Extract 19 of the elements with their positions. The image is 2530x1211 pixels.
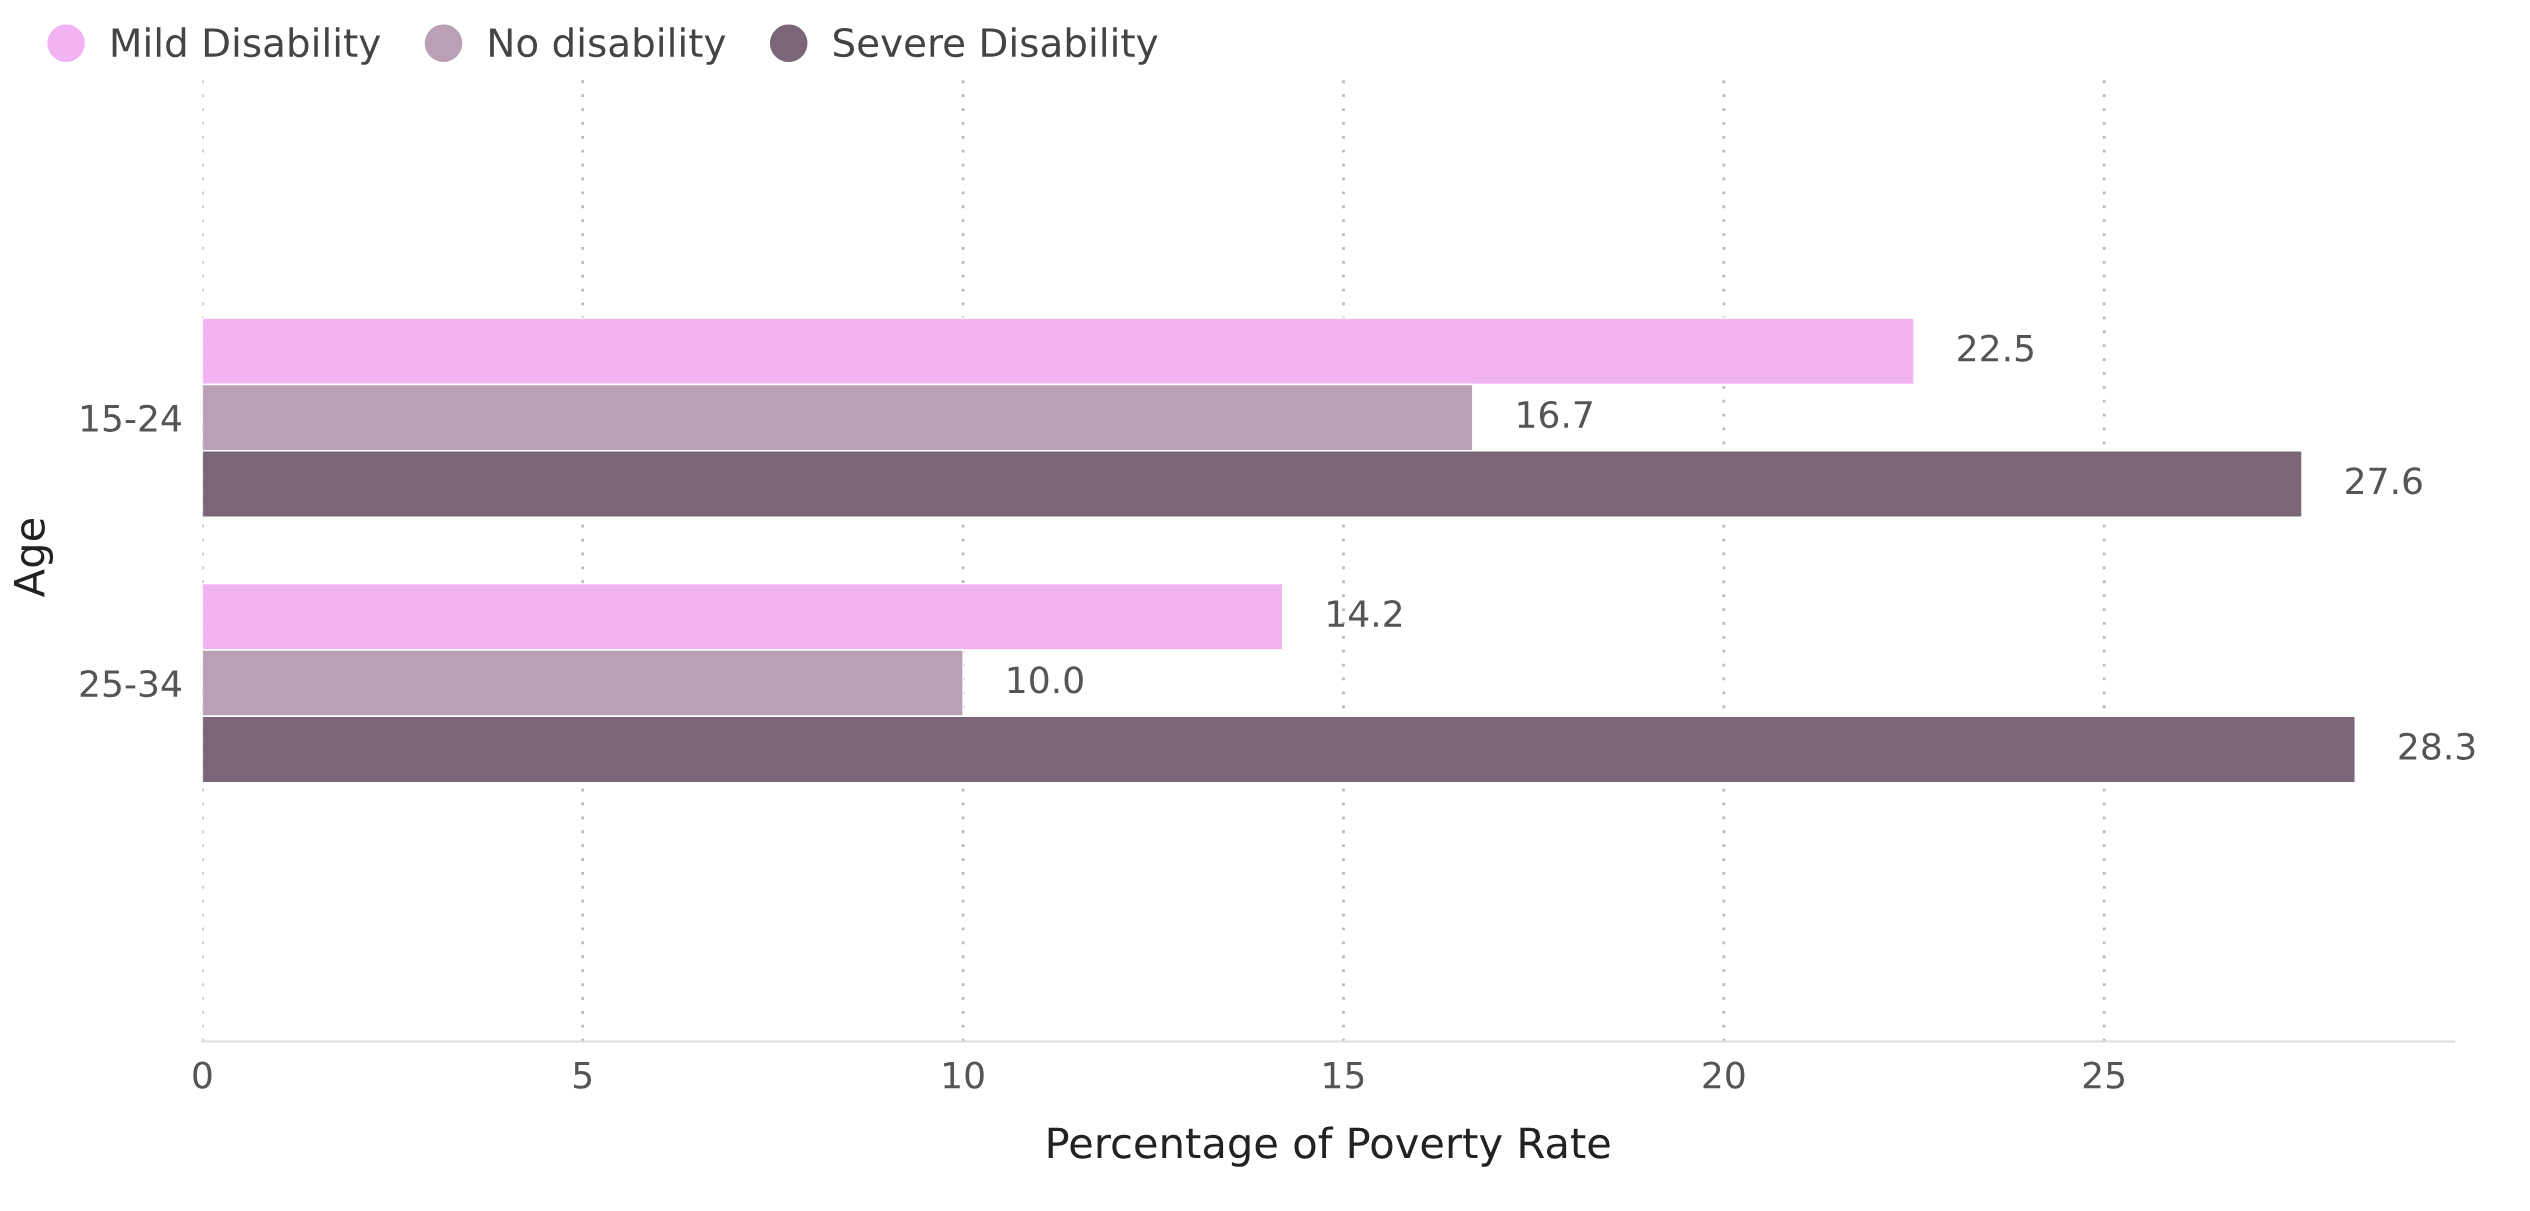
y-tick-label: 25-34 [80, 670, 181, 698]
x-tick-label: 15 [1324, 1062, 1364, 1089]
x-tick-label: 0 [193, 1061, 212, 1089]
data-label: 14.2 [1328, 599, 1402, 627]
x-tick-label: 10 [944, 1061, 984, 1089]
data-label: 28.3 [2399, 732, 2475, 760]
legend-label: Mild Disability [112, 27, 381, 65]
data-label: 22.5 [1958, 334, 2033, 362]
y-tick-label: 15-24 [81, 404, 181, 432]
legend-label: Severe Disability [834, 27, 1158, 65]
x-axis-title: Percentage of Poverty Rate [1048, 1126, 1610, 1167]
legend-label: No disability [490, 27, 726, 65]
x-tick-label: 25 [2083, 1061, 2124, 1089]
x-tick-label: 20 [1703, 1061, 1745, 1089]
data-label: 27.6 [2346, 467, 2422, 495]
y-axis-title: Age [13, 518, 54, 598]
data-label: 16.7 [1518, 400, 1592, 429]
x-tick-label: 5 [574, 1062, 592, 1089]
data-label: 10.0 [1008, 666, 1083, 694]
